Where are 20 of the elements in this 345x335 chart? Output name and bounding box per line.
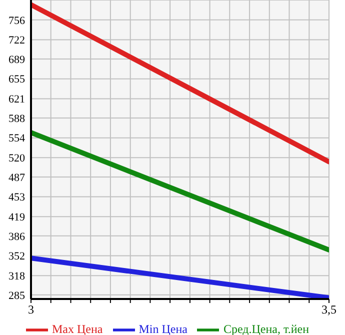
legend-label: Min Цена (138, 322, 188, 335)
y-tick-label: 352 (8, 250, 25, 263)
y-tick-label: 285 (8, 290, 26, 302)
x-tick-label: 3,5 (322, 302, 336, 317)
y-tick-label: 722 (8, 34, 25, 47)
legend-label: Сред.Цена, т.йен (223, 322, 310, 335)
y-tick-label: 520 (8, 152, 26, 165)
y-tick-label: 756 (8, 14, 26, 27)
y-tick-label: 655 (8, 74, 26, 86)
y-tick-label: 386 (8, 230, 26, 243)
x-tick-label: 3 (28, 302, 34, 317)
y-tick-label: 419 (8, 212, 26, 224)
y-tick-label: 588 (8, 112, 26, 125)
y-tick-label: 453 (8, 192, 26, 204)
legend-label: Max Цена (52, 322, 103, 335)
y-tick-label: 621 (8, 94, 25, 106)
y-tick-label: 487 (8, 172, 26, 184)
y-tick-label: 689 (8, 54, 26, 66)
y-tick-label: 554 (8, 132, 26, 145)
y-tick-label: 318 (8, 270, 26, 283)
